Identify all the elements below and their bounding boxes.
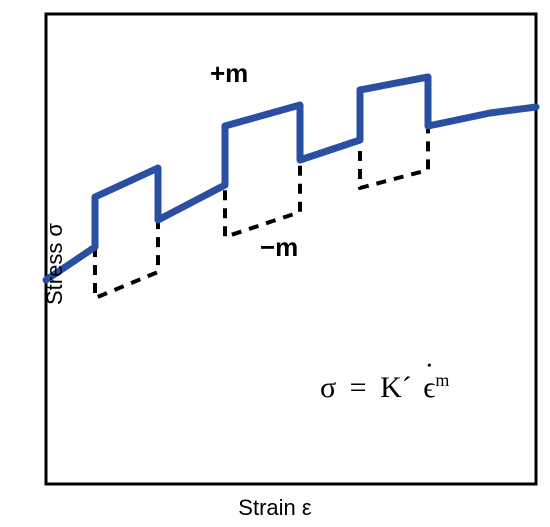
formula: σ = K´ • ε̇ ϵ m — [320, 370, 449, 405]
y-axis-label: Stress σ — [42, 222, 68, 304]
x-axis-label: Strain ε — [238, 495, 311, 521]
stress-strain-diagram: { "type": "diagram", "title": "Stress-st… — [0, 0, 550, 527]
formula-K: K´ — [380, 371, 412, 404]
plus-m-annotation: +m — [210, 58, 248, 89]
formula-dot: • — [427, 359, 432, 375]
plot-canvas — [0, 0, 550, 527]
formula-epsdot-group: • ε̇ ϵ — [423, 371, 435, 405]
lower-dashed-curve — [95, 126, 428, 298]
formula-sigma: σ — [320, 371, 336, 404]
formula-eq: = — [350, 371, 367, 404]
formula-exp: m — [435, 370, 449, 390]
minus-m-annotation: −m — [260, 232, 298, 263]
formula-eps-glyph: ϵ — [423, 371, 435, 404]
